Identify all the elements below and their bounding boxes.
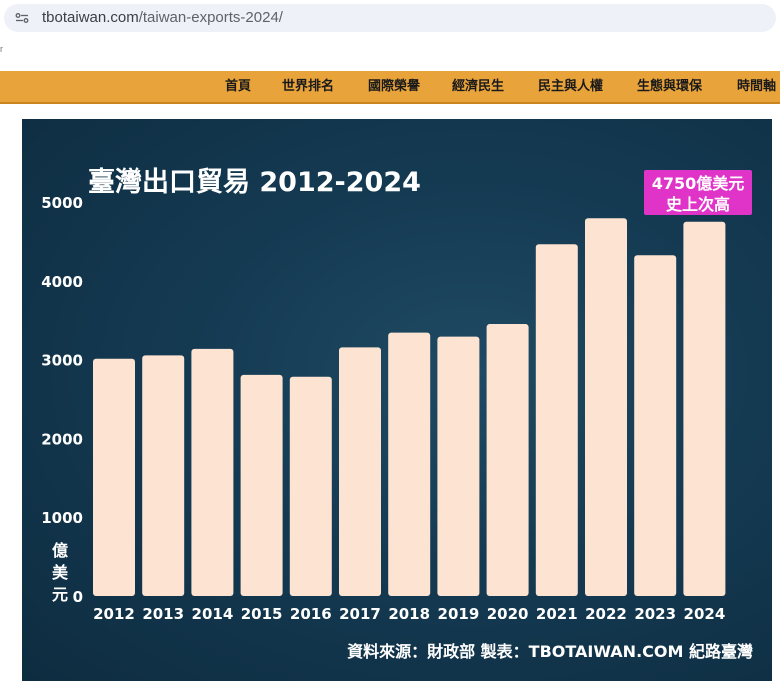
y-axis-ticks: 0 1000 2000 3000 4000 5000 xyxy=(41,194,83,606)
annotation-line2: 史上次高 xyxy=(666,195,730,214)
chart-title: 臺灣出口貿易 2012-2024 xyxy=(88,167,421,198)
chart-frame: 臺灣出口貿易 2012-2024 0 1000 2000 3000 4000 5000 億… xyxy=(0,104,780,685)
nav-item-home[interactable]: 首頁 xyxy=(225,79,252,94)
x-tick-label: 2024 xyxy=(684,605,726,623)
url-path: /taiwan-exports-2024/ xyxy=(138,9,283,26)
url-field[interactable]: tbotaiwan.com/taiwan-exports-2024/ xyxy=(4,4,776,32)
x-axis-ticks: 2012 2013 2014 2015 2016 2017 2018 2019 2020 2021… xyxy=(93,605,725,623)
bars xyxy=(93,218,726,597)
chart-source: 資料來源：財政部 製表：TBOTAIWAN.COM 紀路臺灣 xyxy=(347,642,753,661)
x-tick-label: 2013 xyxy=(142,605,184,623)
annotation-box xyxy=(644,170,752,215)
nav-item-ecology[interactable]: 生態與環保 xyxy=(637,79,703,94)
nav-item-world-ranking[interactable]: 世界排名 xyxy=(282,79,335,94)
annotation-line1: 4750億美元 xyxy=(652,174,745,193)
x-tick-label: 2012 xyxy=(93,605,135,623)
bar xyxy=(93,358,135,596)
bar xyxy=(191,348,234,596)
y-tick-label: 3000 xyxy=(41,352,83,370)
bar xyxy=(388,332,431,596)
y-tick-label: 0 xyxy=(73,588,83,606)
x-tick-label: 2015 xyxy=(241,605,283,623)
y-axis-label: 億美元 xyxy=(52,541,69,604)
x-tick-label: 2020 xyxy=(487,605,529,623)
site-settings-icon[interactable] xyxy=(15,13,29,23)
y-axis-label-char: 億 xyxy=(52,541,68,560)
bar xyxy=(535,244,578,596)
bar xyxy=(289,376,332,596)
y-tick-label: 1000 xyxy=(41,509,83,527)
x-tick-label: 2023 xyxy=(634,605,676,623)
url-domain: tbotaiwan.com xyxy=(42,9,139,26)
y-tick-label: 5000 xyxy=(41,194,83,212)
x-tick-label: 2019 xyxy=(438,605,480,623)
chart-area: 臺灣出口貿易 2012-2024 0 1000 2000 3000 4000 5000 億… xyxy=(22,119,772,681)
x-tick-label: 2021 xyxy=(536,605,578,623)
bar xyxy=(339,347,381,596)
y-axis-label-char: 美 xyxy=(52,563,69,582)
url-text[interactable]: tbotaiwan.com/taiwan-exports-2024/ xyxy=(42,9,283,27)
bar xyxy=(683,221,726,596)
site-nav: 首頁 世界排名 國際榮譽 經濟民生 民主與人權 生態與環保 時間軸 xyxy=(0,71,780,104)
nav-item-international-honors[interactable]: 國際榮譽 xyxy=(368,79,421,94)
x-tick-label: 2022 xyxy=(585,605,627,623)
bar xyxy=(585,218,627,597)
x-tick-label: 2018 xyxy=(388,605,430,623)
bar xyxy=(142,355,185,596)
x-tick-label: 2017 xyxy=(339,605,381,623)
y-tick-label: 2000 xyxy=(41,430,83,448)
nav-item-timeline[interactable]: 時間軸 xyxy=(737,79,777,94)
x-tick-label: 2016 xyxy=(290,605,332,623)
bar xyxy=(437,336,480,596)
bar xyxy=(240,374,283,596)
y-axis-label-char: 元 xyxy=(52,585,68,604)
browser-address-bar: tbotaiwan.com/taiwan-exports-2024/ xyxy=(0,0,780,36)
bar-chart: 臺灣出口貿易 2012-2024 0 1000 2000 3000 4000 5000 億… xyxy=(41,167,753,661)
nav-item-economy[interactable]: 經濟民生 xyxy=(452,79,505,94)
y-tick-label: 4000 xyxy=(41,273,83,291)
x-tick-label: 2014 xyxy=(192,605,234,623)
bar xyxy=(634,255,677,596)
nav-item-democracy[interactable]: 民主與人權 xyxy=(538,79,604,94)
stray-mark: r xyxy=(0,44,3,54)
bar xyxy=(486,324,529,596)
